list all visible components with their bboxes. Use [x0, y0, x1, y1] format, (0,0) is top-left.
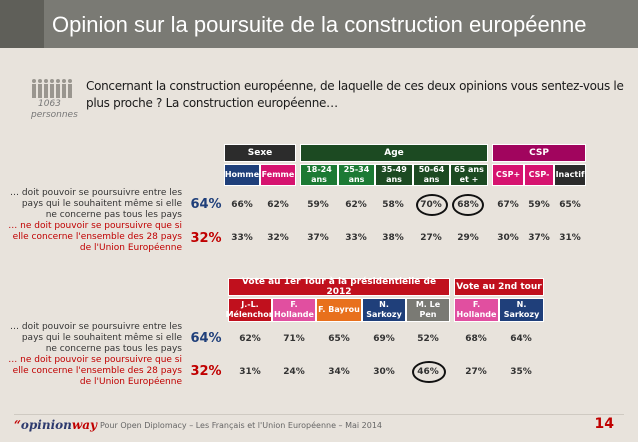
col-header-25-34: 25-34 ans — [338, 164, 375, 186]
t2-r2-sarkozy-2: 35% — [510, 367, 532, 377]
people-icon — [32, 79, 72, 98]
footer-separator — [14, 414, 624, 415]
sample-label: personnes — [31, 110, 78, 120]
total-ensemble-2: 32% — [190, 364, 222, 379]
logo-way: way — [71, 418, 97, 432]
t1-r2-18-24: 37% — [307, 233, 329, 243]
t1-r1-inactif: 65% — [559, 200, 581, 210]
group-header-sexe: Sexe — [224, 144, 296, 162]
t2-r2-melenchon: 31% — [239, 367, 261, 377]
opinionway-logo: “opinionway — [14, 418, 97, 432]
t1-r2-csp-minus: 37% — [528, 233, 550, 243]
t1-r1-femme: 62% — [267, 200, 289, 210]
question-text: Concernant la construction européenne, d… — [86, 79, 624, 110]
total-poursuivre: 64% — [190, 197, 222, 212]
t1-r1-csp-plus: 67% — [497, 200, 519, 210]
t1-r1-25-34: 62% — [345, 200, 367, 210]
t2-r1-bayrou: 65% — [328, 334, 350, 344]
total-ensemble: 32% — [190, 231, 222, 246]
page-title: Opinion sur la poursuite de la construct… — [52, 12, 587, 37]
t2-r1-hollande-2: 68% — [465, 334, 487, 344]
t1-r1-18-24: 59% — [307, 200, 329, 210]
group-header-age: Age — [300, 144, 488, 162]
t1-r2-csp-plus: 30% — [497, 233, 519, 243]
t1-r2-femme: 32% — [267, 233, 289, 243]
row-label-poursuivre-2: … doit pouvoir se poursuivre entre les p… — [10, 322, 183, 354]
t1-r1-homme: 66% — [231, 200, 253, 210]
highlight-circle-65plus — [452, 194, 484, 216]
row-label-ensemble: … ne doit pouvoir se poursuivre que si e… — [8, 221, 182, 253]
col-header-inactif: Inactif — [554, 164, 586, 186]
col-header-sarkozy-2: N. Sarkozy — [499, 298, 544, 322]
group-header-vote-1er-tour-label: Vote au 1er Tour à la présidentielle de … — [241, 277, 437, 297]
logo-opinion: opinion — [20, 418, 72, 432]
col-header-65plus: 65 ans et + — [450, 164, 488, 186]
total-poursuivre-2: 64% — [190, 331, 222, 346]
t2-r2-hollande-1: 24% — [283, 367, 305, 377]
sample-size: 1063 — [38, 99, 61, 109]
col-header-hollande-2: F. Hollande — [454, 298, 499, 322]
col-header-csp-plus: CSP+ — [492, 164, 524, 186]
row-label-poursuivre: … doit pouvoir se poursuivre entre les p… — [10, 188, 183, 220]
col-header-homme: Homme — [224, 164, 260, 186]
t1-r2-65plus: 29% — [457, 233, 479, 243]
t2-r2-hollande-2: 27% — [465, 367, 487, 377]
t2-r2-sarkozy-1: 30% — [373, 367, 395, 377]
col-header-femme: Femme — [260, 164, 296, 186]
highlight-circle-le-pen — [412, 361, 446, 383]
title-bar: Opinion sur la poursuite de la construct… — [0, 0, 638, 48]
t1-r1-35-49: 58% — [382, 200, 404, 210]
footer-text: Pour Open Diplomacy – Les Français et l'… — [100, 421, 383, 430]
t2-r1-le-pen: 52% — [417, 334, 439, 344]
col-header-hollande-1: F. Hollande — [272, 298, 316, 322]
t1-r1-csp-minus: 59% — [528, 200, 550, 210]
col-header-sarkozy-1: N. Sarkozy — [362, 298, 406, 322]
t1-r2-50-64: 27% — [420, 233, 442, 243]
page-number: 14 — [594, 416, 614, 432]
group-header-vote-2nd-tour: Vote au 2nd tour — [454, 278, 544, 296]
t2-r1-melenchon: 62% — [239, 334, 261, 344]
col-header-le-pen: M. Le Pen — [406, 298, 450, 322]
t2-r2-bayrou: 34% — [328, 367, 350, 377]
title-accent — [0, 0, 44, 48]
group-header-vote-1er-tour: Vote au 1er Tour à la présidentielle de … — [228, 277, 450, 297]
highlight-circle-50-64 — [416, 194, 448, 216]
t2-r1-sarkozy-1: 69% — [373, 334, 395, 344]
t1-r2-inactif: 31% — [559, 233, 581, 243]
col-header-18-24: 18-24 ans — [300, 164, 338, 186]
t1-r2-homme: 33% — [231, 233, 253, 243]
t1-r2-35-49: 38% — [382, 233, 404, 243]
col-header-35-49: 35-49 ans — [375, 164, 413, 186]
col-header-csp-minus: CSP- — [524, 164, 554, 186]
t2-r1-sarkozy-2: 64% — [510, 334, 532, 344]
t1-r2-25-34: 33% — [345, 233, 367, 243]
group-header-csp: CSP — [492, 144, 586, 162]
t2-r1-hollande-1: 71% — [283, 334, 305, 344]
col-header-50-64: 50-64 ans — [413, 164, 450, 186]
row-label-ensemble-2: … ne doit pouvoir se poursuivre que si e… — [8, 355, 182, 387]
col-header-melenchon: J.-L. Mélenchon — [226, 298, 274, 322]
col-header-bayrou: F. Bayrou — [316, 298, 362, 322]
